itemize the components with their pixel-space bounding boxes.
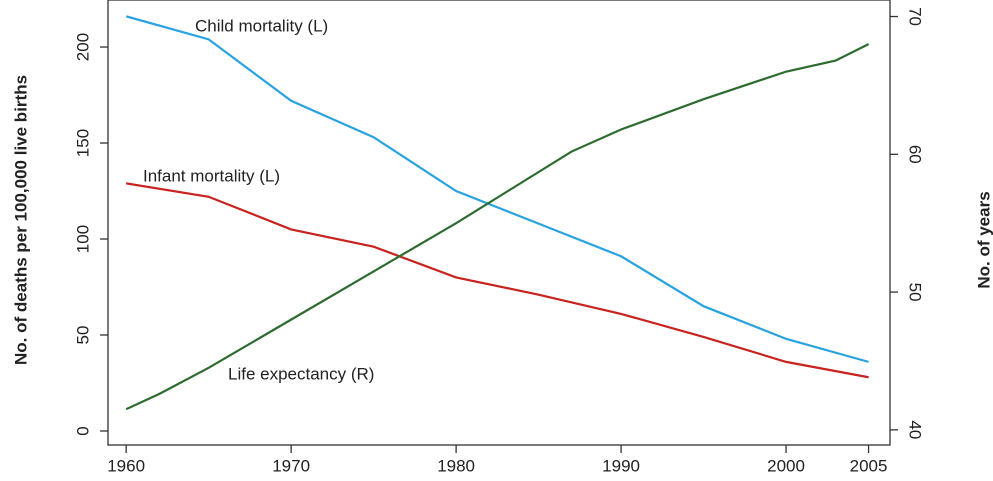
series-line — [125, 15, 869, 363]
x-tick-label: 1980 — [437, 456, 475, 475]
y-tick-label: 50 — [73, 326, 92, 345]
plot-frame — [107, 0, 891, 446]
y-tick-label: 100 — [73, 225, 92, 253]
y-axis-label: No. of deaths per 100,000 live births — [11, 75, 30, 365]
y2-tick-label: 50 — [906, 283, 925, 302]
x-tick-label: 1970 — [272, 456, 310, 475]
x-tick-label: 2005 — [850, 456, 888, 475]
series-line — [125, 182, 869, 379]
y2-axis-label: No. of years — [974, 191, 993, 288]
x-tick-label: 1990 — [602, 456, 640, 475]
y-tick-label: 0 — [73, 426, 92, 435]
y2-tick-label: 40 — [906, 420, 925, 439]
y-tick-label: 200 — [73, 33, 92, 61]
x-tick-label: 1960 — [107, 456, 145, 475]
x-tick-label: 2000 — [767, 456, 805, 475]
annotation: Life expectancy (R) — [228, 364, 374, 383]
y2-tick-label: 70 — [906, 7, 925, 26]
annotation: Child mortality (L) — [195, 16, 328, 35]
y2-tick-label: 60 — [906, 145, 925, 164]
annotation: Infant mortality (L) — [143, 166, 280, 185]
series-line — [125, 43, 870, 411]
y-tick-label: 150 — [73, 129, 92, 157]
